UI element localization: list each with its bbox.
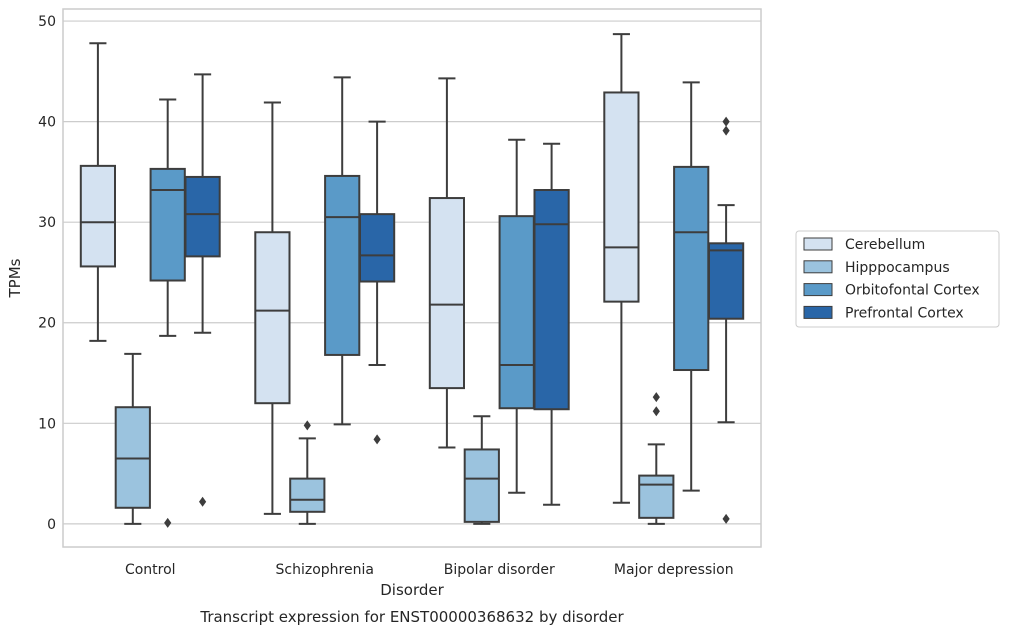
chart-caption: Transcript expression for ENST0000036863… (199, 608, 624, 626)
box-iqr (184, 175, 221, 258)
box-iqr (114, 406, 151, 509)
y-tick-label: 0 (47, 517, 56, 533)
legend-frame (795, 230, 1000, 328)
box-iqr (428, 197, 466, 390)
legend-swatch (803, 237, 833, 251)
legend-swatch (803, 283, 833, 297)
x-tick-label: Bipolar disorder (444, 562, 555, 578)
box-iqr (358, 213, 396, 283)
box-iqr (79, 164, 117, 268)
box-cerebellum (603, 33, 640, 504)
box-iqr (603, 91, 640, 303)
outlier-point (652, 406, 660, 417)
box-iqr (254, 231, 291, 405)
outlier-point (722, 125, 730, 136)
box-groups (79, 33, 745, 528)
grid-lines (63, 20, 761, 525)
x-tick-label: Major depression (614, 562, 734, 578)
box-iqr (638, 474, 675, 519)
legend-label: Prefrontal Cortex (845, 305, 964, 321)
outlier-point (164, 517, 172, 528)
x-tick-labels: Control Schizophrenia Bipolar disorder Majo… (125, 562, 734, 578)
box-iqr (149, 167, 186, 282)
y-tick-label: 20 (38, 316, 56, 332)
outlier-point (303, 420, 311, 431)
outlier-point (373, 434, 381, 445)
box-orbitofontal-cortex (498, 138, 535, 494)
box-iqr (463, 448, 500, 523)
box-hipppocampus (638, 392, 675, 525)
box-hipppocampus (114, 352, 151, 525)
legend-label: Cerebellum (845, 237, 925, 253)
y-tick-label: 50 (38, 14, 56, 30)
outlier-point (722, 513, 730, 524)
box-iqr (673, 165, 710, 372)
box-hipppocampus (463, 415, 500, 525)
legend-swatch (803, 305, 833, 319)
legend: Cerebellum Hipppocampus Orbitofontal Corte… (795, 230, 1000, 328)
x-tick-label: Control (125, 562, 176, 578)
outlier-point (652, 392, 660, 403)
box-cerebellum (79, 42, 117, 342)
box-iqr (498, 215, 535, 410)
box-cerebellum (254, 101, 291, 515)
box-iqr (533, 189, 570, 411)
box-prefrontal-cortex (358, 120, 396, 445)
box-prefrontal-cortex (533, 142, 570, 506)
box-orbitofontal-cortex (673, 81, 710, 492)
outlier-point (199, 496, 207, 507)
box-iqr (289, 477, 326, 513)
box-iqr (324, 174, 361, 356)
y-tick-label: 10 (38, 416, 56, 432)
box-prefrontal-cortex (707, 116, 745, 524)
box-orbitofontal-cortex (324, 76, 361, 426)
legend-label: Orbitofontal Cortex (845, 283, 980, 299)
x-axis-label: Disorder (380, 581, 444, 599)
legend-label: Hipppocampus (845, 260, 950, 276)
y-tick-label: 40 (38, 115, 56, 131)
box-iqr (707, 242, 745, 320)
x-tick-label: Schizophrenia (276, 562, 374, 578)
box-hipppocampus (289, 420, 326, 525)
box-cerebellum (428, 77, 466, 449)
outlier-point (722, 116, 730, 127)
y-tick-labels: 0 10 20 30 40 50 (38, 14, 56, 533)
legend-swatch (803, 260, 833, 274)
box-prefrontal-cortex (184, 73, 221, 507)
y-tick-label: 30 (38, 215, 56, 231)
y-axis-label: TPMs (6, 258, 24, 298)
